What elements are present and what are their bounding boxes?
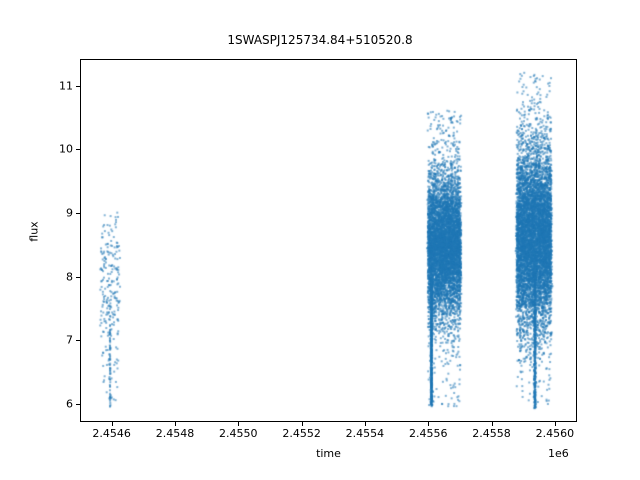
y-tick-mark <box>76 149 80 151</box>
y-tick-label: 7 <box>66 333 73 347</box>
x-tick-mark <box>554 422 556 426</box>
y-tick-mark <box>76 404 80 406</box>
x-tick-label: 2.4554 <box>345 427 385 440</box>
x-tick-mark <box>301 422 303 426</box>
x-tick-label: 2.4546 <box>92 427 131 440</box>
x-tick-mark <box>364 422 366 426</box>
y-tick-label: 9 <box>66 206 73 220</box>
x-tick-label: 2.4552 <box>282 427 321 440</box>
x-axis-label: time <box>316 447 341 460</box>
x-tick-label: 2.4560 <box>535 427 575 440</box>
y-axis-tick-labels: 6 7 8 9 10 11 <box>0 0 73 480</box>
x-tick-label: 2.4556 <box>408 427 448 440</box>
y-tick-mark <box>76 213 80 215</box>
y-tick-label: 8 <box>66 270 73 284</box>
x-tick-label: 2.4558 <box>472 427 511 440</box>
y-tick-label: 10 <box>59 142 73 156</box>
scatter-plot-canvas <box>81 60 576 421</box>
x-tick-label: 2.4550 <box>219 427 258 440</box>
y-tick-mark <box>76 85 80 87</box>
x-tick-mark <box>428 422 430 426</box>
x-tick-mark <box>491 422 493 426</box>
y-axis-label: flux <box>27 221 41 242</box>
y-tick-label: 11 <box>59 79 73 93</box>
y-tick-mark <box>76 276 80 278</box>
y-tick-label: 6 <box>66 397 73 411</box>
x-tick-label: 2.4548 <box>155 427 195 440</box>
x-tick-mark <box>111 422 113 426</box>
plot-axes-area <box>80 59 577 422</box>
x-axis-offset-text: 1e6 <box>548 447 569 460</box>
x-tick-mark <box>174 422 176 426</box>
x-tick-mark <box>238 422 240 426</box>
page-title: 1SWASPJ125734.84+510520.8 <box>227 33 413 47</box>
y-tick-mark <box>76 340 80 342</box>
